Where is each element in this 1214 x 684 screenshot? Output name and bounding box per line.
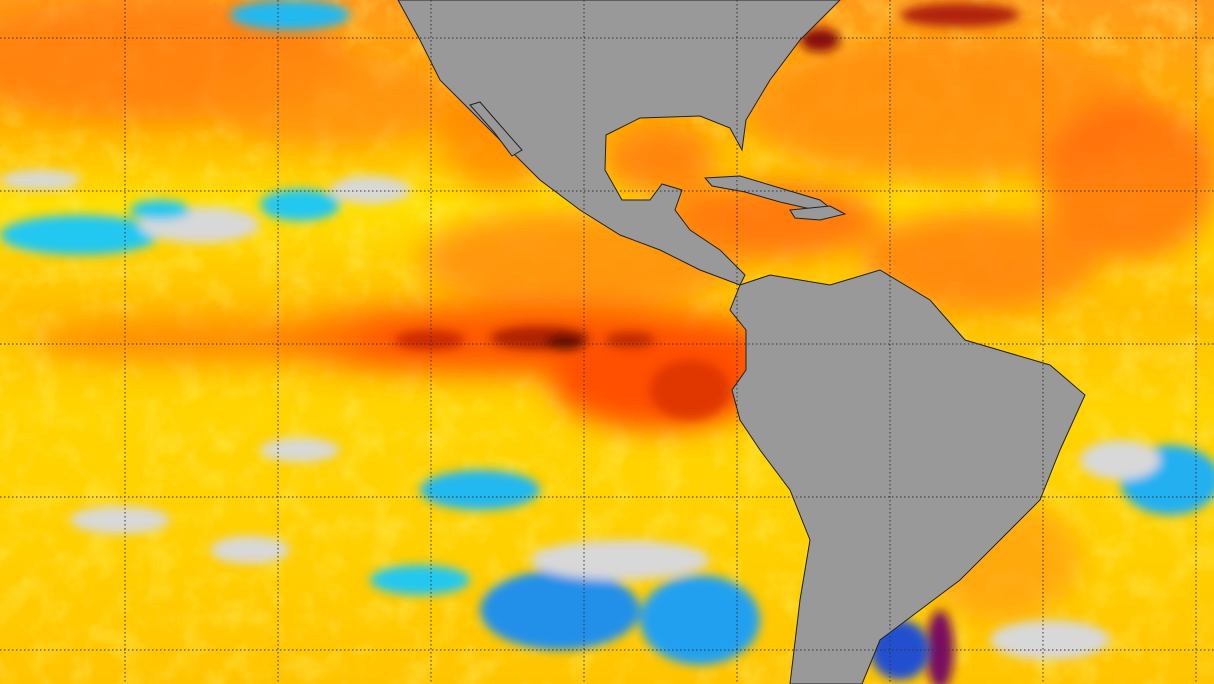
north-central-america	[397, 0, 841, 286]
hispaniola	[789, 205, 847, 221]
south-america	[729, 269, 1086, 684]
baja-california	[469, 101, 523, 157]
land	[397, 0, 1086, 684]
strong-warm-anomalies	[395, 3, 1020, 684]
